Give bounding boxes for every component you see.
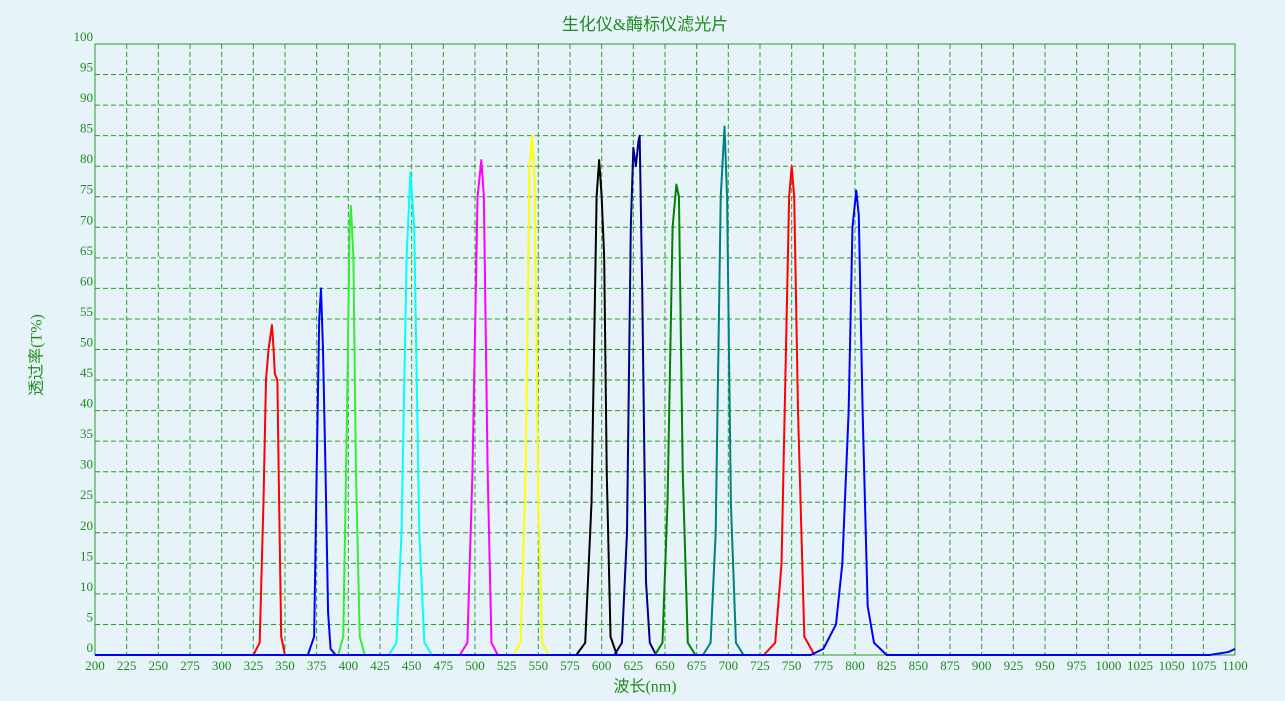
y-tick-label: 30 xyxy=(80,457,93,472)
y-tick-label: 15 xyxy=(80,548,93,563)
series-line xyxy=(654,183,697,656)
series-line xyxy=(575,159,618,656)
x-tick-label: 925 xyxy=(1004,658,1024,673)
x-tick-label: 1050 xyxy=(1159,658,1185,673)
x-tick-label: 575 xyxy=(560,658,580,673)
x-tick-label: 350 xyxy=(275,658,295,673)
x-tick-label: 950 xyxy=(1035,658,1055,673)
y-tick-label: 0 xyxy=(87,640,94,655)
series-line xyxy=(252,324,286,656)
y-tick-label: 20 xyxy=(80,518,93,533)
x-tick-label: 200 xyxy=(85,658,105,673)
x-tick-label: 375 xyxy=(307,658,327,673)
series-line xyxy=(388,171,433,656)
y-tick-label: 55 xyxy=(80,304,93,319)
series-line xyxy=(458,159,499,656)
x-tick-label: 750 xyxy=(782,658,802,673)
y-tick-label: 85 xyxy=(80,121,93,136)
x-tick-label: 900 xyxy=(972,658,992,673)
y-tick-label: 10 xyxy=(80,579,93,594)
x-tick-label: 325 xyxy=(244,658,264,673)
x-tick-label: 1075 xyxy=(1190,658,1216,673)
y-tick-label: 90 xyxy=(80,90,93,105)
x-tick-label: 725 xyxy=(750,658,770,673)
x-tick-label: 650 xyxy=(655,658,675,673)
y-tick-label: 50 xyxy=(80,334,93,349)
x-tick-label: 550 xyxy=(529,658,549,673)
chart-title: 生化仪&酶标仪滤光片 xyxy=(562,15,728,34)
y-tick-label: 5 xyxy=(87,609,94,624)
y-tick-label: 65 xyxy=(80,243,93,258)
y-tick-label: 80 xyxy=(80,151,93,166)
x-tick-label: 225 xyxy=(117,658,137,673)
x-tick-label: 600 xyxy=(592,658,612,673)
series-line xyxy=(306,287,337,656)
x-tick-label: 1100 xyxy=(1222,658,1248,673)
y-tick-label: 100 xyxy=(74,29,94,44)
y-axis-title: 透过率(T%) xyxy=(28,314,46,396)
series-line xyxy=(95,189,1236,656)
x-tick-label: 625 xyxy=(624,658,644,673)
x-tick-label: 1025 xyxy=(1127,658,1153,673)
series-line xyxy=(702,125,745,656)
x-tick-label: 475 xyxy=(434,658,454,673)
x-tick-label: 675 xyxy=(687,658,707,673)
x-tick-label: 1000 xyxy=(1095,658,1121,673)
y-tick-label: 60 xyxy=(80,273,93,288)
y-tick-label: 40 xyxy=(80,396,93,411)
x-tick-label: 875 xyxy=(940,658,960,673)
x-tick-label: 250 xyxy=(149,658,169,673)
x-tick-label: 500 xyxy=(465,658,485,673)
x-tick-label: 800 xyxy=(845,658,865,673)
series-line xyxy=(337,204,366,656)
x-axis-title: 波长(nm) xyxy=(613,678,676,696)
series-line xyxy=(512,134,550,656)
y-tick-label: 75 xyxy=(80,182,93,197)
y-tick-label: 35 xyxy=(80,426,93,441)
x-tick-label: 825 xyxy=(877,658,897,673)
x-tick-label: 425 xyxy=(370,658,390,673)
x-tick-label: 525 xyxy=(497,658,517,673)
x-tick-label: 975 xyxy=(1067,658,1087,673)
x-tick-label: 850 xyxy=(909,658,929,673)
x-tick-label: 450 xyxy=(402,658,422,673)
x-tick-label: 275 xyxy=(180,658,200,673)
x-tick-label: 400 xyxy=(339,658,359,673)
x-tick-label: 775 xyxy=(814,658,834,673)
y-tick-label: 45 xyxy=(80,365,93,380)
y-tick-label: 25 xyxy=(80,487,93,502)
series-line xyxy=(613,134,658,656)
x-tick-label: 300 xyxy=(212,658,232,673)
x-tick-label: 700 xyxy=(719,658,739,673)
y-tick-label: 70 xyxy=(80,212,93,227)
series-line xyxy=(763,165,816,656)
y-tick-label: 95 xyxy=(80,60,93,75)
